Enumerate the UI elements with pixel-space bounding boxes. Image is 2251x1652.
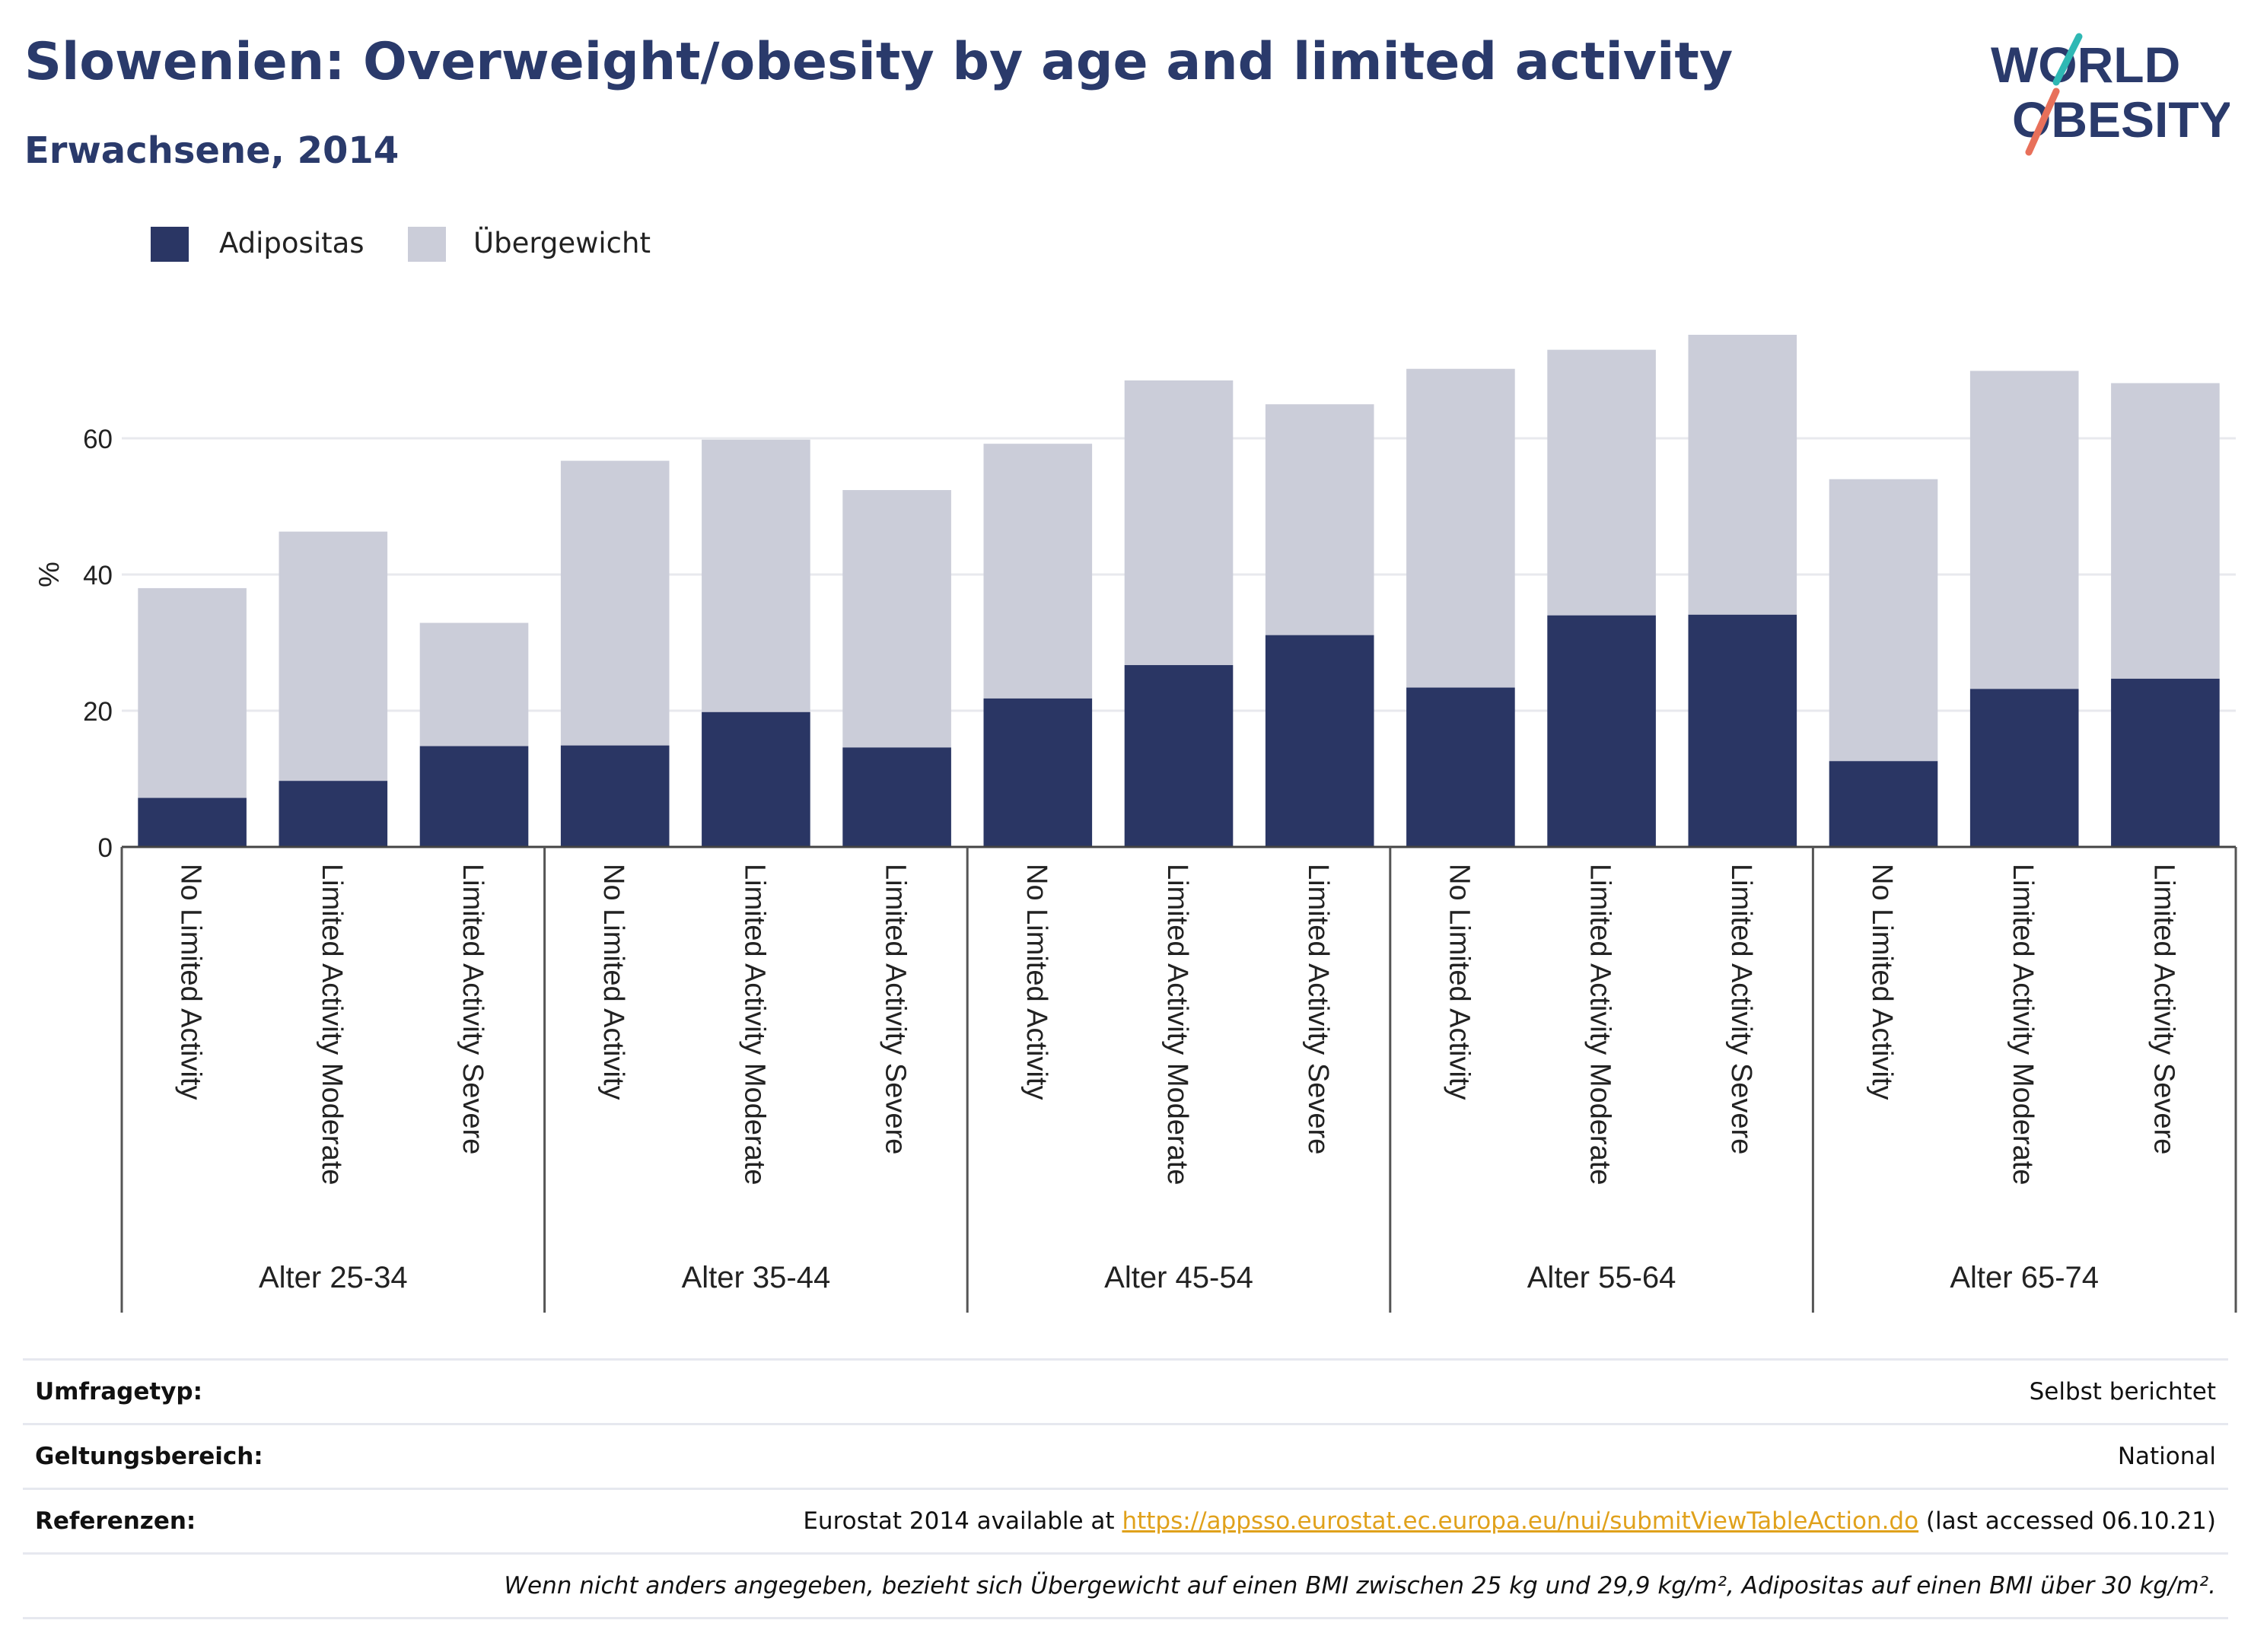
legend-label-obesity: Adipositas (219, 227, 365, 259)
bar-obesity (1969, 689, 2079, 847)
bar-obesity (1547, 615, 1656, 847)
info-row-coverage: Geltungsbereich: National (23, 1423, 2228, 1488)
logo-world-text: WORLD (1991, 37, 2180, 93)
references-label: Referenzen: (35, 1507, 196, 1535)
x-tick-label: Limited Activity Moderate (1161, 864, 1193, 1185)
bar-overweight (279, 531, 388, 781)
world-obesity-logo: WORLD OBESITY (1991, 33, 2230, 156)
bar-overweight (2111, 383, 2220, 679)
x-tick-label: No Limited Activity (1443, 864, 1475, 1100)
legend-swatch-obesity (151, 227, 189, 262)
bar-obesity (983, 698, 1093, 847)
survey-type-value: Selbst berichtet (2029, 1378, 2216, 1405)
group-label: Alter 35-44 (682, 1261, 831, 1294)
bar-obesity (2111, 678, 2220, 847)
info-row-survey-type: Umfragetyp: Selbst berichtet (23, 1358, 2228, 1423)
bar-overweight (138, 587, 247, 798)
x-tick-label: Limited Activity Severe (457, 864, 489, 1154)
bar-layer (138, 334, 2220, 847)
x-tick-label: Limited Activity Severe (2148, 864, 2179, 1154)
references-link[interactable]: https://appsso.eurostat.ec.europa.eu/nui… (1122, 1507, 1919, 1535)
bar-overweight (842, 490, 951, 748)
bar-overweight (983, 444, 1093, 699)
bar-overweight (1688, 334, 1797, 615)
bar-overweight (1265, 404, 1374, 635)
y-tick-label: 0 (98, 833, 113, 863)
y-tick-label: 20 (83, 697, 113, 727)
info-row-references: Referenzen: Eurostat 2014 available at h… (23, 1488, 2228, 1552)
x-tick-label: No Limited Activity (1866, 864, 1898, 1100)
bar-overweight (1124, 380, 1234, 666)
x-tick-label: Limited Activity Moderate (738, 864, 770, 1185)
bar-chart: 0 20 40 60% No Limited Activity Limited Activ… (33, 334, 2237, 1313)
bar-obesity (842, 747, 951, 847)
info-row-note: Wenn nicht anders angegeben, bezieht sic… (23, 1552, 2228, 1619)
info-table: Umfragetyp: Selbst berichtet Geltungsber… (23, 1358, 2228, 1619)
axis-layer: 0 20 40 60% No Limited Activity Limited Activ… (33, 425, 2237, 1313)
group-label: Alter 45-54 (1104, 1261, 1253, 1294)
bar-obesity (1265, 635, 1374, 847)
legend-label-overweight: Übergewicht (473, 227, 651, 259)
chart-subtitle: Erwachsene, 2014 (24, 129, 400, 172)
bar-obesity (702, 711, 810, 847)
x-tick-label: Limited Activity Severe (1725, 864, 1757, 1154)
x-tick-label: No Limited Activity (1020, 864, 1052, 1100)
bar-obesity (138, 797, 247, 847)
bar-overweight (1406, 368, 1515, 688)
x-tick-label: Limited Activity Moderate (1584, 864, 1616, 1185)
bar-overweight (1547, 349, 1656, 616)
bar-obesity (1829, 761, 1938, 847)
logo-coral-slash (2025, 88, 2060, 156)
x-tick-label: Limited Activity Severe (880, 864, 912, 1154)
y-axis-title: % (33, 562, 65, 587)
group-label: Alter 25-34 (259, 1261, 408, 1294)
bar-obesity (1688, 614, 1797, 847)
references-suffix: (last accessed 06.10.21) (1918, 1507, 2216, 1535)
bar-obesity (1124, 665, 1234, 847)
chart-title: Slowenien: Overweight/obesity by age and… (24, 32, 1734, 92)
legend-swatch-overweight (408, 227, 446, 262)
x-tick-label: Limited Activity Severe (1302, 864, 1334, 1154)
logo-teal-slash (2052, 33, 2083, 86)
bar-obesity (419, 746, 529, 847)
x-tick-label: Limited Activity Moderate (2007, 864, 2039, 1185)
x-tick-label: No Limited Activity (597, 864, 629, 1100)
y-tick-label: 40 (83, 561, 113, 590)
coverage-value: National (2117, 1443, 2216, 1470)
bar-obesity (279, 781, 388, 847)
bar-overweight (419, 622, 529, 746)
x-tick-label: Limited Activity Moderate (316, 864, 348, 1185)
definition-note: Wenn nicht anders angegeben, bezieht sic… (504, 1572, 2216, 1599)
bar-overweight (560, 460, 670, 746)
x-tick-label: No Limited Activity (175, 864, 207, 1100)
coverage-label: Geltungsbereich: (35, 1443, 263, 1470)
bar-overweight (1969, 371, 2079, 689)
group-label: Alter 65-74 (1950, 1261, 2099, 1294)
bar-overweight (1829, 479, 1938, 762)
bar-obesity (560, 745, 670, 847)
y-tick-label: 60 (83, 425, 113, 454)
references-prefix: Eurostat 2014 available at (803, 1507, 1122, 1535)
survey-type-label: Umfragetyp: (35, 1378, 202, 1405)
bar-overweight (702, 439, 810, 712)
group-label: Alter 55-64 (1527, 1261, 1676, 1294)
references-value: Eurostat 2014 available at https://appss… (803, 1490, 2216, 1552)
bar-obesity (1406, 687, 1515, 847)
